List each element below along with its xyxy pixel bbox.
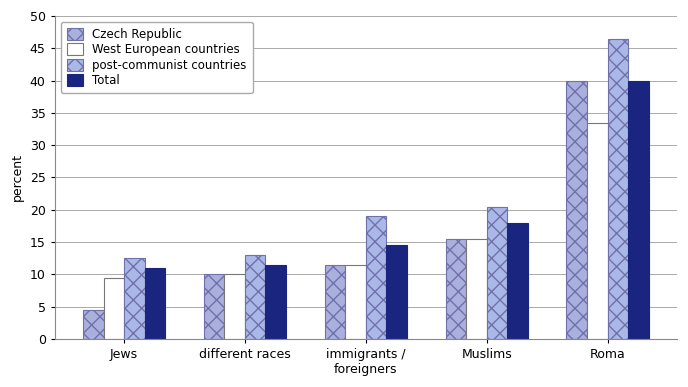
Bar bbox=[608, 39, 628, 339]
Bar bbox=[345, 265, 366, 339]
Bar bbox=[103, 277, 124, 339]
Bar bbox=[587, 123, 608, 339]
Bar bbox=[144, 268, 165, 339]
Legend: Czech Republic, West European countries, post-communist countries, Total: Czech Republic, West European countries,… bbox=[61, 22, 252, 93]
Bar bbox=[204, 274, 224, 339]
Bar bbox=[325, 265, 345, 339]
Bar bbox=[507, 223, 528, 339]
Bar bbox=[366, 216, 387, 339]
Bar bbox=[266, 265, 286, 339]
Bar bbox=[124, 258, 144, 339]
Y-axis label: percent: percent bbox=[11, 154, 24, 202]
Bar bbox=[245, 255, 266, 339]
Bar bbox=[566, 80, 587, 339]
Bar bbox=[466, 239, 486, 339]
Bar bbox=[628, 80, 649, 339]
Bar bbox=[387, 245, 407, 339]
Bar bbox=[486, 207, 507, 339]
Bar bbox=[446, 239, 466, 339]
Bar bbox=[224, 274, 245, 339]
Bar bbox=[83, 310, 103, 339]
